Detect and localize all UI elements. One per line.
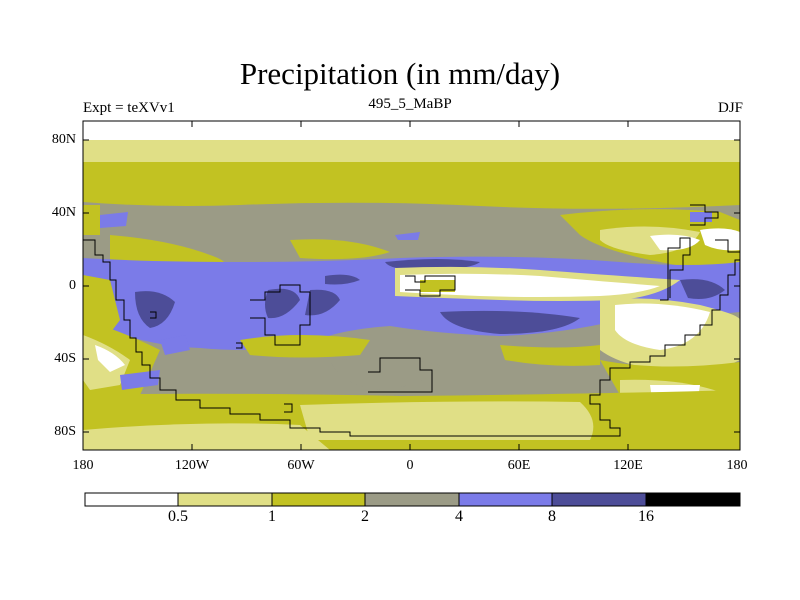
- x-tick-label-60e: 60E: [507, 458, 531, 473]
- colorbar-box-0: [84, 492, 179, 507]
- colorbar-label-4: 8: [548, 508, 556, 525]
- colorbar-box-3: [364, 492, 460, 507]
- colorbar-box-6: [645, 492, 741, 507]
- x-tick-label-180e: 180: [726, 458, 748, 473]
- y-tick-label-80n: 80N: [51, 132, 76, 147]
- y-tick-label-40n: 40N: [51, 205, 76, 220]
- y-tick-label-0: 0: [69, 278, 76, 293]
- colorbar-label-2: 2: [361, 508, 369, 525]
- experiment-label: Expt = teXVv1: [83, 100, 175, 116]
- colorbar-box-4: [458, 492, 553, 507]
- colorbar-label-1: 1: [268, 508, 276, 525]
- y-tick-label-80s: 80S: [54, 424, 76, 439]
- colorbar-label-3: 4: [455, 508, 463, 525]
- period-label: 495_5_MaBP: [368, 96, 452, 112]
- x-tick-label-0: 0: [406, 458, 414, 473]
- x-tick-label-120e: 120E: [613, 458, 643, 473]
- colorbar-label-5: 16: [638, 508, 654, 525]
- x-tick-label-60w: 60W: [287, 458, 315, 473]
- continent-outlines: [83, 204, 740, 437]
- map-title: Precipitation (in mm/day): [239, 56, 561, 91]
- colorbar-label-0: 0.5: [168, 508, 188, 525]
- colorbar-box-5: [551, 492, 647, 507]
- season-label: DJF: [717, 100, 743, 116]
- colorbar-box-2: [271, 492, 366, 507]
- map-field: [83, 121, 740, 450]
- x-tick-label-180w: 180: [72, 458, 94, 473]
- tick-marks: [83, 121, 740, 450]
- x-tick-label-120w: 120W: [174, 458, 210, 473]
- colorbar: [84, 492, 741, 507]
- colorbar-box-1: [177, 492, 273, 507]
- north-high-lat-olive: [83, 162, 740, 192]
- y-tick-label-40s: 40S: [54, 351, 76, 366]
